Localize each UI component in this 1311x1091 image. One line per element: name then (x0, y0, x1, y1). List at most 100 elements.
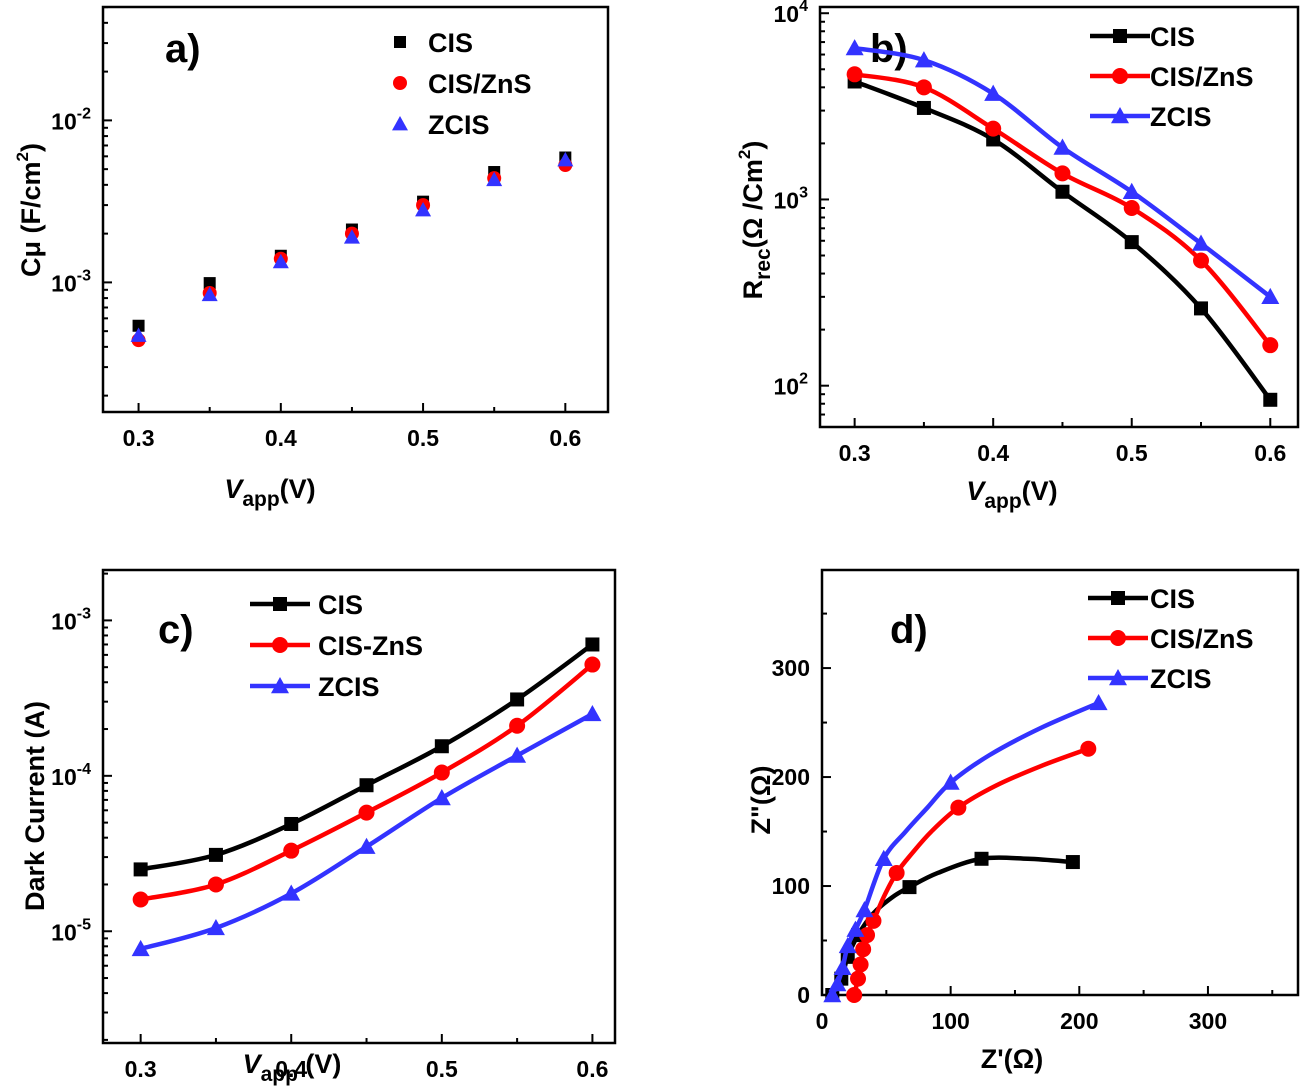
data-point (272, 253, 289, 269)
legend-label: ZCIS (428, 110, 490, 140)
legend-marker (393, 76, 407, 90)
series-cis-zns (131, 158, 573, 348)
plot-frame (101, 5, 610, 414)
data-point (888, 864, 905, 881)
x-tick-label: 0.6 (549, 425, 581, 451)
x-axis-label: Vapp (V) (243, 1049, 342, 1086)
legend-entry: ZCIS (1090, 102, 1212, 132)
legend-marker (1113, 29, 1127, 43)
legend-entry: ZCIS (250, 672, 380, 702)
legend-label: CIS-ZnS (318, 631, 423, 661)
data-point (1065, 855, 1080, 870)
legend-marker (1109, 669, 1127, 686)
legend-marker (1110, 630, 1126, 646)
data-point (1053, 138, 1072, 155)
x-tick-label: 0.6 (1254, 440, 1286, 466)
series-zcis (130, 151, 574, 342)
legend-marker (392, 116, 408, 131)
data-point (985, 120, 1002, 137)
y-tick-label: 10-5 (51, 916, 91, 945)
x-tick-label: 0.5 (1116, 440, 1148, 466)
legend-label: CIS/ZnS (428, 69, 532, 99)
data-point (828, 975, 847, 992)
legend-entry: CIS (1088, 584, 1195, 614)
legend-label: ZCIS (318, 672, 380, 702)
data-point (133, 862, 148, 877)
data-point (509, 717, 526, 734)
legend-marker (1111, 591, 1125, 605)
data-point (915, 79, 932, 96)
data-point (1124, 235, 1139, 250)
data-point (902, 880, 917, 895)
legend-marker (272, 637, 288, 653)
x-tick-label: 0.4 (265, 425, 297, 451)
data-point (486, 171, 503, 187)
data-point (358, 804, 375, 821)
data-point (1261, 287, 1280, 305)
chart-panel-a: 0.3 0.4 0.5 0.6 10-3 10-2 Vapp(V) Cμ (F/cm2) a) C… (13, 5, 610, 511)
x-axis-label: Z'(Ω) (981, 1044, 1044, 1074)
y-tick-label: 300 (772, 655, 810, 681)
data-point (510, 692, 525, 707)
data-point (343, 229, 360, 244)
legend-entry: CIS/ZnS (1088, 624, 1254, 654)
data-point (852, 956, 869, 973)
data-point (1054, 165, 1071, 182)
data-point (1123, 199, 1140, 216)
legend-entry: CIS (250, 590, 363, 620)
panel-label: d) (890, 608, 928, 652)
data-point (823, 986, 842, 1003)
data-point (1194, 301, 1209, 316)
series-line (830, 700, 1100, 996)
x-tick-label: 0.3 (839, 440, 871, 466)
panel-label: c) (158, 608, 194, 652)
data-point (845, 39, 864, 56)
data-point (557, 151, 574, 167)
legend-label: CIS/ZnS (1150, 62, 1254, 92)
legend-entry: CIS-ZnS (250, 631, 423, 661)
series-cis (847, 74, 1278, 407)
x-tick-label: 0.3 (123, 425, 155, 451)
legend-entry: ZCIS (392, 110, 490, 140)
y-tick-label: 100 (772, 873, 810, 899)
data-point (284, 816, 299, 831)
plot-frame (101, 568, 617, 1045)
data-point (207, 876, 224, 893)
data-point (433, 764, 450, 781)
x-tick-label: 200 (1060, 1008, 1098, 1034)
x-tick-label: 0.3 (125, 1056, 157, 1082)
x-tick-label: 0.4 (275, 1056, 307, 1082)
data-point (974, 851, 989, 866)
legend-label: CIS (1150, 22, 1195, 52)
series-cis (133, 637, 600, 877)
x-tick-label: 0.4 (977, 440, 1009, 466)
panel-label: a) (165, 27, 201, 71)
y-axis-label: Cμ (F/cm2) (13, 143, 46, 277)
data-point (1089, 693, 1108, 711)
data-point (130, 327, 147, 342)
data-point (850, 970, 867, 987)
data-point (838, 936, 857, 954)
data-point (1193, 252, 1210, 269)
data-point (1262, 337, 1279, 354)
chart-panel-b: 0.3 0.4 0.5 0.6 102 103 104 Vapp(V) Rrec(Ω /Cm2)… (735, 0, 1300, 513)
series-cis-zns (846, 740, 1097, 1003)
series-zcis (823, 693, 1108, 1003)
series-cis-zns (132, 656, 601, 908)
legend-label: CIS (318, 590, 363, 620)
data-point (432, 789, 451, 806)
data-point (206, 918, 225, 936)
data-point (984, 84, 1003, 101)
data-point (583, 704, 602, 722)
data-point (508, 746, 527, 763)
x-tick-label: 0.5 (407, 425, 439, 451)
data-point (283, 842, 300, 859)
y-axis-label: Z"(Ω) (746, 766, 776, 835)
data-point (833, 958, 852, 975)
data-point (950, 799, 967, 816)
data-point (584, 656, 601, 673)
legend-entry: CIS/ZnS (393, 69, 532, 99)
y-tick-label: 0 (797, 982, 810, 1008)
data-point (201, 286, 218, 302)
